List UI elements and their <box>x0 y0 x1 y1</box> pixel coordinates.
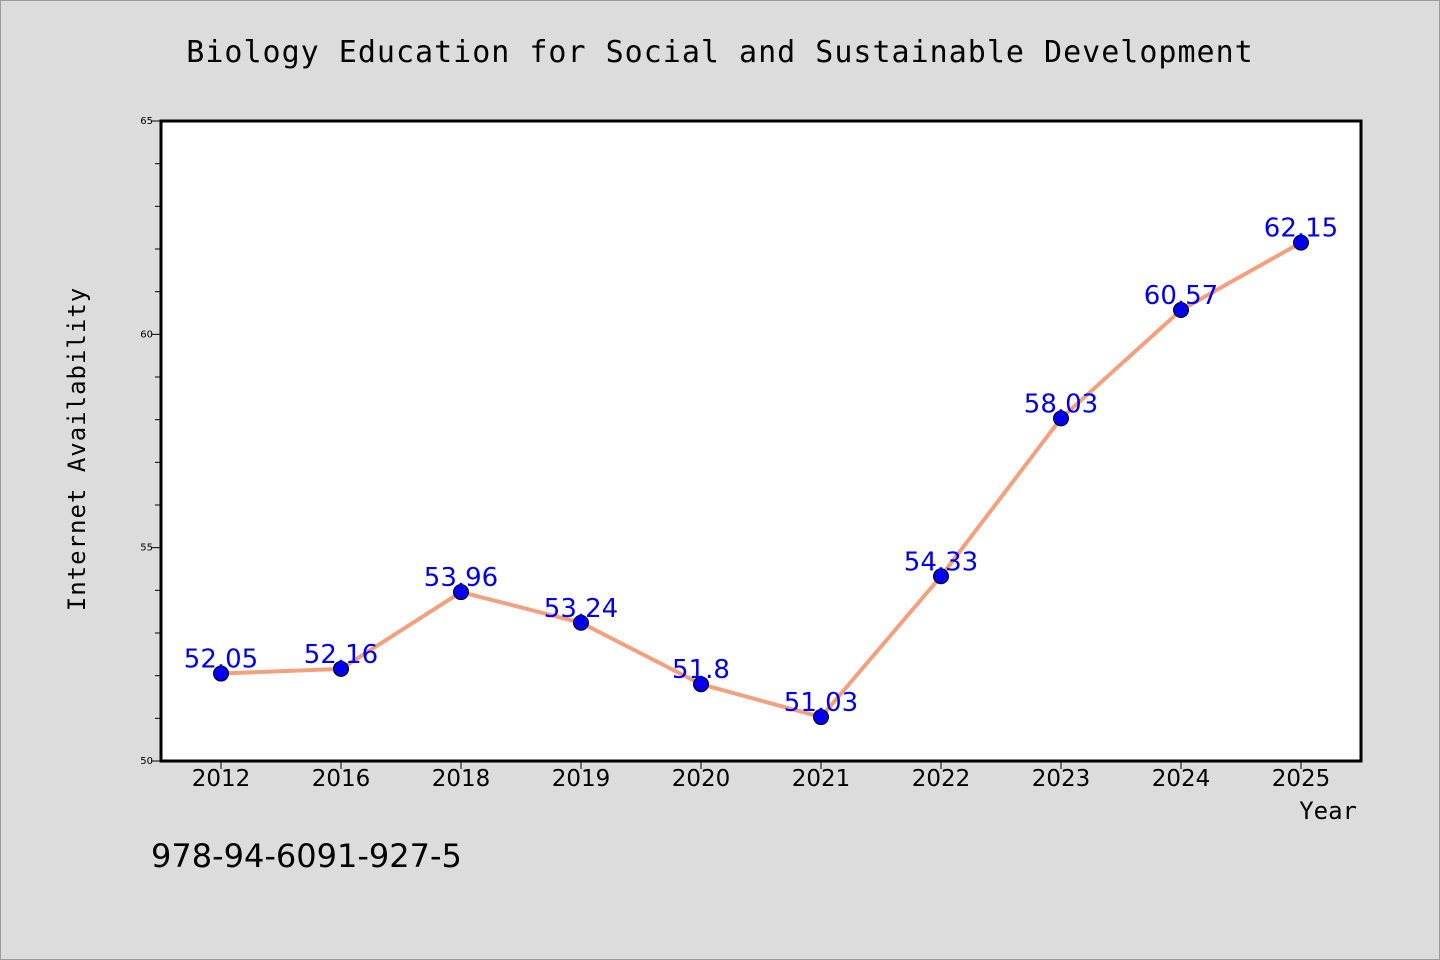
data-label: 53.24 <box>544 594 618 624</box>
data-label: 62.15 <box>1264 214 1338 244</box>
y-axis-label: Internet Availability <box>63 286 91 612</box>
x-tick-label: 2023 <box>1032 766 1091 792</box>
data-point <box>573 614 589 631</box>
y-tick-label: 50 <box>140 756 153 767</box>
data-point <box>333 660 349 677</box>
y-tick-label: 60 <box>140 329 153 340</box>
data-point <box>1053 410 1069 427</box>
x-tick-label: 2012 <box>192 766 251 792</box>
x-tick-label: 2019 <box>552 766 611 792</box>
series-line <box>219 240 1303 720</box>
data-point <box>933 568 949 585</box>
x-tick-label: 2018 <box>432 766 491 792</box>
data-label: 51.8 <box>672 655 730 685</box>
plot-frame <box>159 119 1363 763</box>
data-point <box>1173 302 1189 319</box>
data-point <box>213 665 229 682</box>
data-point <box>453 584 469 601</box>
x-tick-label: 2016 <box>312 766 371 792</box>
x-tick-label: 2020 <box>672 766 731 792</box>
data-label: 52.05 <box>184 645 258 675</box>
y-tick-label: 55 <box>140 543 153 554</box>
x-tick-label: 2022 <box>912 766 971 792</box>
data-label: 54.33 <box>904 547 978 577</box>
data-label: 51.03 <box>784 688 858 718</box>
data-point <box>1293 234 1309 251</box>
data-label: 52.16 <box>304 640 378 670</box>
data-point <box>693 676 709 693</box>
chart-title: Biology Education for Social and Sustain… <box>186 35 1254 70</box>
x-axis-label: Year <box>1299 797 1357 825</box>
data-label: 53.96 <box>424 563 498 593</box>
y-tick-label: 65 <box>140 116 153 127</box>
data-label: 58.03 <box>1024 389 1098 419</box>
data-label: 60.57 <box>1144 281 1218 311</box>
isbn-annotation: 978-94-6091-927-5 <box>151 837 462 875</box>
x-tick-label: 2024 <box>1152 766 1211 792</box>
x-tick-label: 2025 <box>1272 766 1331 792</box>
x-tick-label: 2021 <box>792 766 851 792</box>
data-point <box>813 709 829 726</box>
